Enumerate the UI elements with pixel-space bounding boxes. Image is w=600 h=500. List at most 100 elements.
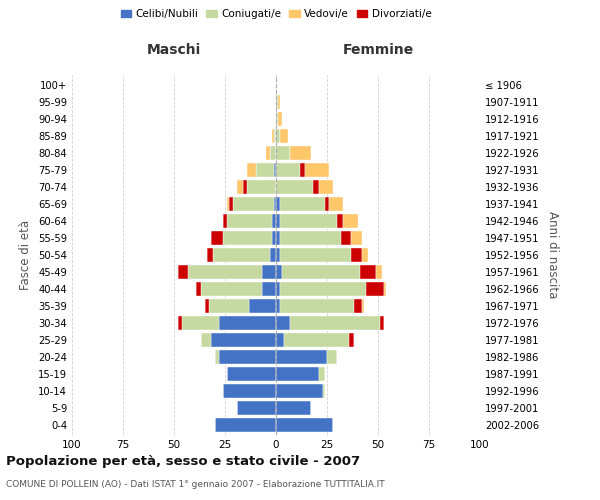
Bar bbox=[237, 180, 244, 194]
Y-axis label: Anni di nascita: Anni di nascita bbox=[546, 212, 559, 298]
Bar bbox=[323, 384, 325, 398]
Bar bbox=[223, 214, 227, 228]
Bar bbox=[219, 350, 276, 364]
Bar bbox=[223, 231, 272, 245]
Bar bbox=[211, 333, 276, 347]
Bar bbox=[362, 248, 368, 262]
Bar bbox=[200, 333, 211, 347]
Bar bbox=[276, 384, 323, 398]
Bar bbox=[237, 401, 276, 415]
Bar bbox=[270, 146, 276, 160]
Bar bbox=[274, 129, 276, 143]
Bar bbox=[352, 248, 362, 262]
Bar bbox=[349, 333, 353, 347]
Bar bbox=[362, 299, 364, 313]
Bar bbox=[280, 197, 325, 211]
Bar bbox=[211, 231, 223, 245]
Bar bbox=[206, 248, 213, 262]
Bar bbox=[250, 299, 276, 313]
Bar bbox=[282, 265, 359, 279]
Bar bbox=[196, 282, 200, 296]
Bar bbox=[280, 248, 352, 262]
Bar bbox=[276, 197, 280, 211]
Bar bbox=[278, 112, 282, 126]
Bar bbox=[353, 299, 362, 313]
Bar bbox=[366, 282, 384, 296]
Bar bbox=[213, 248, 270, 262]
Bar bbox=[290, 316, 380, 330]
Bar bbox=[313, 180, 319, 194]
Bar bbox=[276, 163, 301, 177]
Bar bbox=[276, 180, 313, 194]
Bar bbox=[343, 214, 358, 228]
Bar bbox=[278, 95, 280, 109]
Bar bbox=[276, 350, 327, 364]
Legend: Celibi/Nubili, Coniugati/e, Vedovi/e, Divorziati/e: Celibi/Nubili, Coniugati/e, Vedovi/e, Di… bbox=[116, 5, 436, 24]
Bar bbox=[327, 350, 337, 364]
Bar bbox=[209, 299, 250, 313]
Bar bbox=[262, 282, 276, 296]
Bar bbox=[272, 129, 274, 143]
Bar bbox=[188, 265, 262, 279]
Bar bbox=[280, 231, 341, 245]
Bar bbox=[319, 367, 325, 381]
Text: COMUNE DI POLLEIN (AO) - Dati ISTAT 1° gennaio 2007 - Elaborazione TUTTITALIA.IT: COMUNE DI POLLEIN (AO) - Dati ISTAT 1° g… bbox=[6, 480, 385, 489]
Bar bbox=[276, 282, 280, 296]
Y-axis label: Fasce di età: Fasce di età bbox=[19, 220, 32, 290]
Bar bbox=[178, 265, 188, 279]
Bar bbox=[359, 265, 376, 279]
Bar bbox=[290, 146, 311, 160]
Bar bbox=[319, 180, 333, 194]
Bar bbox=[341, 231, 352, 245]
Bar bbox=[233, 197, 274, 211]
Bar bbox=[276, 265, 282, 279]
Text: Maschi: Maschi bbox=[147, 44, 201, 58]
Bar bbox=[247, 163, 256, 177]
Bar bbox=[276, 95, 278, 109]
Bar bbox=[380, 316, 384, 330]
Bar bbox=[352, 231, 362, 245]
Bar bbox=[305, 163, 329, 177]
Bar bbox=[227, 214, 272, 228]
Bar bbox=[276, 231, 280, 245]
Text: Femmine: Femmine bbox=[343, 44, 413, 58]
Bar bbox=[284, 333, 349, 347]
Bar bbox=[274, 163, 276, 177]
Bar bbox=[205, 299, 209, 313]
Bar bbox=[272, 214, 276, 228]
Bar bbox=[329, 197, 343, 211]
Bar bbox=[262, 265, 276, 279]
Bar bbox=[280, 129, 288, 143]
Bar bbox=[182, 316, 219, 330]
Bar bbox=[276, 333, 284, 347]
Bar bbox=[266, 146, 270, 160]
Bar bbox=[274, 197, 276, 211]
Bar bbox=[215, 350, 219, 364]
Bar bbox=[276, 214, 280, 228]
Bar bbox=[325, 197, 329, 211]
Text: Popolazione per età, sesso e stato civile - 2007: Popolazione per età, sesso e stato civil… bbox=[6, 455, 360, 468]
Bar bbox=[219, 316, 276, 330]
Bar bbox=[301, 163, 305, 177]
Bar bbox=[276, 418, 333, 432]
Bar bbox=[376, 265, 382, 279]
Bar bbox=[229, 197, 233, 211]
Bar bbox=[276, 146, 290, 160]
Bar bbox=[276, 401, 311, 415]
Bar bbox=[280, 214, 337, 228]
Bar bbox=[178, 316, 182, 330]
Bar bbox=[276, 367, 319, 381]
Bar bbox=[215, 418, 276, 432]
Bar bbox=[276, 299, 280, 313]
Bar bbox=[227, 367, 276, 381]
Bar bbox=[244, 180, 247, 194]
Bar bbox=[276, 316, 290, 330]
Bar bbox=[256, 163, 274, 177]
Bar bbox=[272, 231, 276, 245]
Bar bbox=[276, 112, 278, 126]
Bar bbox=[276, 248, 280, 262]
Bar bbox=[223, 384, 276, 398]
Bar bbox=[270, 248, 276, 262]
Bar bbox=[247, 180, 276, 194]
Bar bbox=[280, 299, 353, 313]
